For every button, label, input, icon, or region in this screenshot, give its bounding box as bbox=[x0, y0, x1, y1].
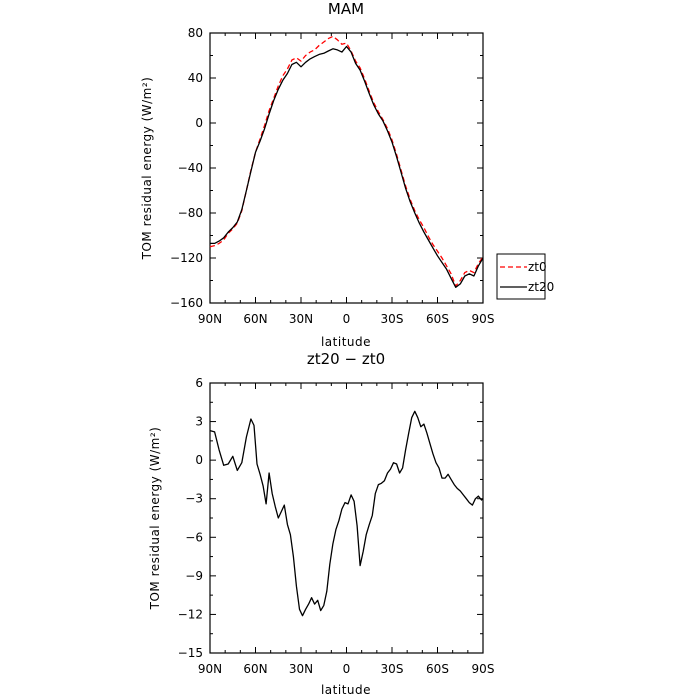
bottom-chart-panel: zt20 − zt0 90N 60N 30N 0 30S 60S 90S −15 −12 −9 −6… bbox=[148, 350, 494, 697]
top-chart-panel: MAM 90N 60N 30N 0 30S 60S 90S −160 −120 −80 −40 0 40… bbox=[140, 0, 554, 349]
bottom-series-line-diff bbox=[209, 410, 484, 617]
top-y-tick-label: 40 bbox=[188, 71, 203, 85]
top-x-axis-label: latitude bbox=[321, 335, 371, 349]
bottom-plot-frame bbox=[209, 382, 484, 654]
bottom-x-axis-label: latitude bbox=[321, 683, 371, 697]
top-chart-title: MAM bbox=[328, 0, 364, 18]
bottom-x-tick-label: 60S bbox=[426, 662, 449, 676]
top-x-tick-label: 90S bbox=[472, 312, 495, 326]
top-y-tick-label: 80 bbox=[188, 26, 203, 40]
legend-label-zt0: zt0 bbox=[528, 260, 547, 274]
top-legend: zt0 zt20 bbox=[496, 253, 554, 300]
top-y-tick-label: −120 bbox=[170, 251, 203, 265]
top-y-axis-label: TOM residual energy (W/m²) bbox=[140, 77, 154, 261]
bottom-y-tick-label: −15 bbox=[178, 646, 203, 660]
top-x-tick-label: 0 bbox=[343, 312, 351, 326]
top-x-tick-label: 60N bbox=[243, 312, 267, 326]
bottom-y-tick-label: −9 bbox=[185, 569, 203, 583]
legend-label-zt20: zt20 bbox=[528, 280, 554, 294]
top-x-tick-label: 30S bbox=[381, 312, 404, 326]
top-y-tick-label: −160 bbox=[170, 296, 203, 310]
bottom-chart-title: zt20 − zt0 bbox=[307, 350, 385, 368]
bottom-y-tick-label: 3 bbox=[195, 415, 203, 429]
top-y-tick-label: −40 bbox=[178, 161, 203, 175]
bottom-y-tick-label: −6 bbox=[185, 530, 203, 544]
bottom-x-tick-label: 0 bbox=[343, 662, 351, 676]
top-x-tick-label: 30N bbox=[289, 312, 313, 326]
bottom-x-tick-label: 90S bbox=[472, 662, 495, 676]
bottom-x-tick-label: 30S bbox=[381, 662, 404, 676]
bottom-x-tick-label: 90N bbox=[198, 662, 222, 676]
bottom-y-tick-label: 6 bbox=[195, 376, 203, 390]
bottom-series-lines bbox=[209, 410, 484, 617]
bottom-axis-ticks: 90N 60N 30N 0 30S 60S 90S −15 −12 −9 −6 −3 0 3 6 bbox=[178, 376, 495, 676]
top-series-line-zt0 bbox=[209, 35, 484, 287]
bottom-x-tick-label: 30N bbox=[289, 662, 313, 676]
bottom-y-tick-label: −12 bbox=[178, 607, 203, 621]
top-series-line-zt20 bbox=[210, 45, 484, 288]
top-y-tick-label: −80 bbox=[178, 206, 203, 220]
top-series-lines bbox=[209, 35, 484, 288]
top-y-tick-label: 0 bbox=[195, 116, 203, 130]
bottom-y-tick-label: −3 bbox=[185, 492, 203, 506]
bottom-y-axis-label: TOM residual energy (W/m²) bbox=[148, 427, 162, 611]
top-x-tick-label: 90N bbox=[198, 312, 222, 326]
legend-box bbox=[496, 253, 546, 300]
bottom-y-tick-label: 0 bbox=[195, 453, 203, 467]
top-axis-ticks: 90N 60N 30N 0 30S 60S 90S −160 −120 −80 −40 0 40 80 bbox=[170, 26, 494, 326]
top-x-tick-label: 60S bbox=[426, 312, 449, 326]
bottom-x-tick-label: 60N bbox=[243, 662, 267, 676]
